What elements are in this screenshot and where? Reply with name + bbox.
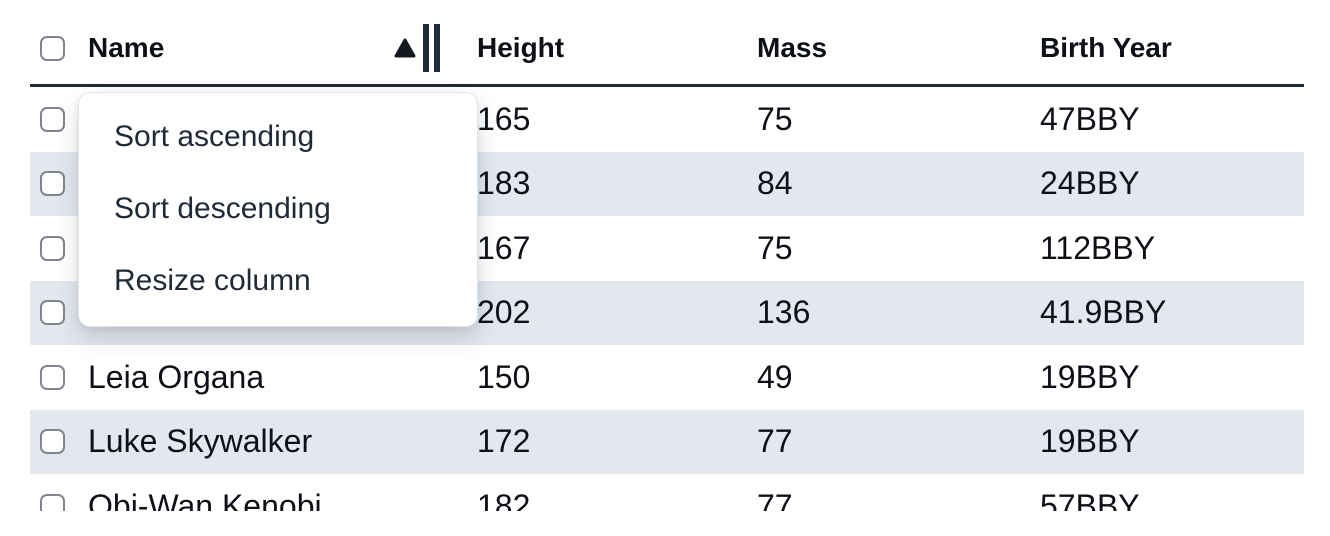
cell-birth-year: 24BBY <box>1040 165 1140 202</box>
cell-height: 167 <box>477 229 531 266</box>
table-row: Obi-Wan Kenobi 182 77 57BBY <box>30 474 1304 511</box>
cell-height: 150 <box>477 358 531 395</box>
row-checkbox[interactable] <box>40 493 65 511</box>
menu-item-resize-column[interactable]: Resize column <box>114 264 311 297</box>
cell-height: 165 <box>477 100 531 137</box>
select-all-checkbox[interactable] <box>40 35 65 61</box>
row-checkbox-cell <box>30 493 78 511</box>
cell-birth-year: 47BBY <box>1040 100 1140 137</box>
row-checkbox[interactable] <box>40 300 65 326</box>
cell-height: 182 <box>477 487 531 511</box>
cell-birth-year: 112BBY <box>1040 229 1156 266</box>
sort-ascending-icon[interactable] <box>393 36 417 60</box>
cell-height: 202 <box>477 294 531 331</box>
row-checkbox[interactable] <box>40 235 65 261</box>
cell-name: Obi-Wan Kenobi <box>88 487 322 511</box>
cell-birth-year: 41.9BBY <box>1040 294 1167 331</box>
cell-height: 183 <box>477 165 531 202</box>
cell-mass: 75 <box>757 100 793 137</box>
column-header-mass-label: Mass <box>757 32 828 63</box>
cell-mass: 49 <box>757 358 793 395</box>
cell-mass: 77 <box>757 423 793 460</box>
table-row: Luke Skywalker 172 77 19BBY <box>30 409 1304 474</box>
row-checkbox[interactable] <box>40 429 65 455</box>
row-checkbox[interactable] <box>40 364 65 390</box>
header-checkbox-cell <box>30 35 78 61</box>
table-row: Leia Organa 150 49 19BBY <box>30 345 1304 410</box>
row-checkbox[interactable] <box>40 171 65 197</box>
column-resize-handle[interactable] <box>423 24 440 72</box>
column-header-birth-year-label: Birth Year <box>1040 32 1172 63</box>
cell-birth-year: 57BBY <box>1040 487 1140 511</box>
column-header-mass[interactable]: Mass <box>747 32 1030 64</box>
cell-mass: 77 <box>757 487 793 511</box>
cell-name: Leia Organa <box>88 358 265 395</box>
cell-birth-year: 19BBY <box>1040 423 1140 460</box>
row-checkbox-cell <box>30 171 78 197</box>
column-header-height-label: Height <box>477 32 565 63</box>
cell-height: 172 <box>477 423 531 460</box>
cell-name: Luke Skywalker <box>88 423 313 460</box>
column-header-height[interactable]: Height <box>467 32 747 64</box>
row-checkbox-cell <box>30 429 78 455</box>
cell-mass: 136 <box>757 294 811 331</box>
cell-birth-year: 19BBY <box>1040 358 1140 395</box>
menu-item-sort-descending[interactable]: Sort descending <box>114 192 331 225</box>
table-header-row: Name Height Mass Birth Year <box>30 0 1304 87</box>
row-checkbox[interactable] <box>40 106 65 132</box>
column-header-name[interactable]: Name <box>78 24 467 72</box>
row-checkbox-cell <box>30 364 78 390</box>
menu-item-sort-ascending[interactable]: Sort ascending <box>114 120 315 153</box>
column-context-menu: Sort ascending Sort descending Resize co… <box>78 92 478 327</box>
row-checkbox-cell <box>30 235 78 261</box>
cell-mass: 84 <box>757 165 793 202</box>
row-checkbox-cell <box>30 106 78 132</box>
row-checkbox-cell <box>30 300 78 326</box>
column-header-name-label: Name <box>88 32 165 63</box>
cell-mass: 75 <box>757 229 793 266</box>
column-header-birth-year[interactable]: Birth Year <box>1030 32 1304 64</box>
